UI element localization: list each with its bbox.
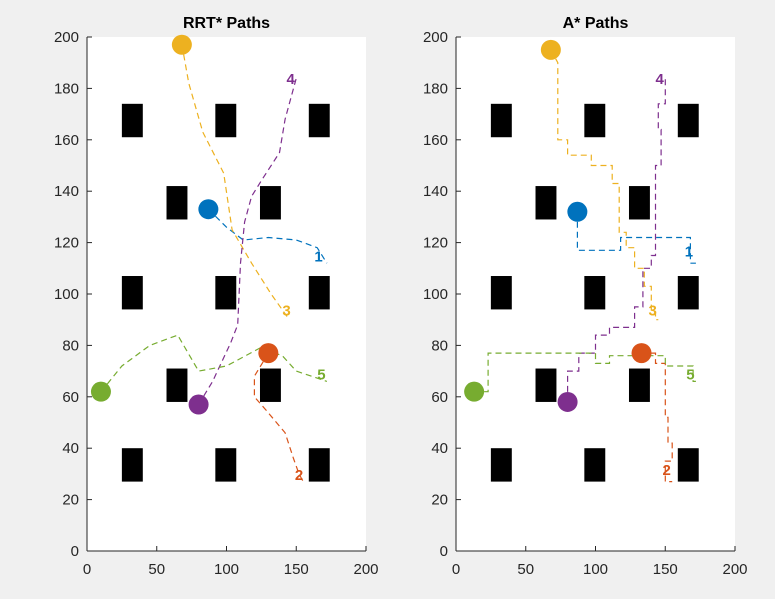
robot-start-marker-4 — [188, 394, 209, 415]
obstacle — [215, 448, 237, 482]
robot-start-marker-2 — [258, 343, 279, 364]
path-line-2 — [641, 352, 673, 483]
y-tick-label: 200 — [423, 29, 448, 46]
path-line-5 — [100, 334, 328, 393]
x-tick-label: 50 — [517, 561, 534, 578]
obstacle — [215, 276, 237, 310]
y-tick-label: 0 — [71, 543, 79, 560]
y-tick-label: 120 — [423, 235, 448, 252]
y-tick-label: 160 — [54, 132, 79, 149]
y-tick-label: 180 — [423, 80, 448, 97]
chart-title: A* Paths — [563, 15, 629, 32]
y-tick-label: 180 — [54, 80, 79, 97]
obstacle — [584, 448, 606, 482]
chart-title: RRT* Paths — [183, 15, 270, 32]
obstacle — [490, 103, 512, 138]
robot-label-4: 4 — [655, 71, 664, 88]
robot-start-marker-5 — [90, 381, 111, 402]
path-line-3 — [550, 49, 659, 321]
robot-label-1: 1 — [685, 243, 693, 260]
x-tick-label: 50 — [148, 561, 165, 578]
chart-panel-2: 0 50 100 150 200 0 20 40 60 80 100 120 140 160 180 200 A… — [423, 15, 748, 578]
obstacle — [628, 368, 650, 402]
robot-label-2: 2 — [662, 462, 670, 479]
y-tick-label: 100 — [423, 286, 448, 303]
obstacle — [166, 368, 188, 402]
obstacle — [215, 103, 237, 138]
robot-start-marker-1 — [198, 199, 219, 220]
obstacle — [677, 276, 699, 310]
y-tick-label: 100 — [54, 286, 79, 303]
obstacle — [677, 103, 699, 138]
obstacle — [584, 103, 606, 138]
x-tick-label: 100 — [583, 561, 608, 578]
obstacle — [535, 186, 557, 220]
x-tick-label: 0 — [83, 561, 91, 578]
obstacle — [259, 368, 281, 402]
robot-label-4: 4 — [286, 71, 295, 88]
y-tick-label: 140 — [54, 183, 79, 200]
robot-start-marker-3 — [540, 39, 561, 60]
obstacle — [490, 276, 512, 310]
robot-start-marker-5 — [464, 381, 485, 402]
robot-start-marker-4 — [557, 391, 578, 412]
y-tick-label: 0 — [440, 543, 448, 560]
obstacle — [308, 276, 330, 310]
y-tick-label: 80 — [62, 337, 79, 354]
obstacle — [308, 103, 330, 138]
y-tick-label: 160 — [423, 132, 448, 149]
obstacle — [121, 448, 143, 482]
path-line-1 — [207, 208, 328, 264]
y-tick-label: 40 — [431, 440, 448, 457]
robot-label-3: 3 — [649, 302, 657, 319]
robot-label-5: 5 — [686, 367, 694, 384]
obstacle — [308, 448, 330, 482]
x-tick-label: 200 — [722, 561, 747, 578]
x-tick-label: 200 — [353, 561, 378, 578]
robot-start-marker-1 — [567, 201, 588, 222]
y-tick-label: 20 — [62, 492, 79, 509]
obstacle — [628, 186, 650, 220]
x-tick-label: 0 — [452, 561, 460, 578]
obstacle — [490, 448, 512, 482]
robot-label-1: 1 — [314, 248, 322, 265]
y-tick-label: 40 — [62, 440, 79, 457]
robot-label-5: 5 — [317, 367, 325, 384]
obstacle — [535, 368, 557, 402]
obstacle — [259, 186, 281, 220]
path-line-3 — [181, 44, 290, 321]
x-tick-label: 150 — [284, 561, 309, 578]
obstacle — [584, 276, 606, 310]
x-tick-label: 150 — [653, 561, 678, 578]
obstacle — [166, 186, 188, 220]
y-tick-label: 20 — [431, 492, 448, 509]
y-tick-label: 140 — [423, 183, 448, 200]
path-line-2 — [253, 352, 304, 482]
robot-label-3: 3 — [282, 302, 290, 319]
obstacle — [121, 103, 143, 138]
robot-start-marker-2 — [631, 343, 652, 364]
y-tick-label: 200 — [54, 29, 79, 46]
x-tick-label: 100 — [214, 561, 239, 578]
path-line-4 — [198, 77, 297, 405]
chart-panel-1: 0 50 100 150 200 0 20 40 60 80 100 120 140 160 180 200 R… — [54, 15, 379, 578]
y-tick-label: 60 — [431, 389, 448, 406]
obstacle — [677, 448, 699, 482]
robot-start-marker-3 — [171, 34, 192, 55]
robot-label-2: 2 — [295, 467, 303, 484]
y-tick-label: 60 — [62, 389, 79, 406]
obstacle — [121, 276, 143, 310]
y-tick-label: 120 — [54, 235, 79, 252]
path-line-1 — [576, 211, 696, 264]
y-tick-label: 80 — [431, 337, 448, 354]
